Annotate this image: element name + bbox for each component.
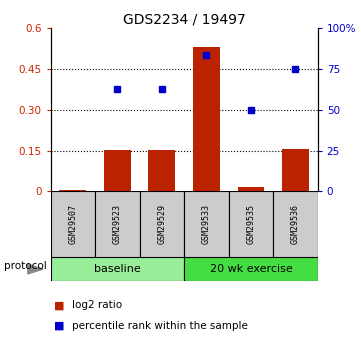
Bar	[104, 150, 131, 191]
Bar	[229, 191, 273, 257]
Text: GSM29523: GSM29523	[113, 204, 122, 244]
Text: GSM29507: GSM29507	[68, 204, 77, 244]
Text: GSM29535: GSM29535	[247, 204, 255, 244]
Bar	[184, 191, 229, 257]
Text: 20 wk exercise: 20 wk exercise	[209, 264, 292, 274]
Text: baseline: baseline	[94, 264, 141, 274]
Bar	[140, 191, 184, 257]
Bar	[51, 191, 95, 257]
Text: percentile rank within the sample: percentile rank within the sample	[72, 321, 248, 331]
Text: ■: ■	[54, 300, 65, 310]
Bar	[51, 257, 184, 281]
Text: GSM29529: GSM29529	[157, 204, 166, 244]
Polygon shape	[28, 264, 43, 274]
Text: protocol: protocol	[4, 261, 46, 270]
Text: log2 ratio: log2 ratio	[72, 300, 122, 310]
Text: GSM29536: GSM29536	[291, 204, 300, 244]
Title: GDS2234 / 19497: GDS2234 / 19497	[123, 12, 245, 27]
Bar	[148, 150, 175, 191]
Bar	[184, 257, 318, 281]
Text: ■: ■	[54, 321, 65, 331]
Bar	[282, 149, 309, 191]
Bar	[193, 47, 220, 191]
Bar	[95, 191, 140, 257]
Bar	[60, 190, 86, 191]
Bar	[273, 191, 318, 257]
Bar	[238, 187, 264, 191]
Text: GSM29533: GSM29533	[202, 204, 211, 244]
